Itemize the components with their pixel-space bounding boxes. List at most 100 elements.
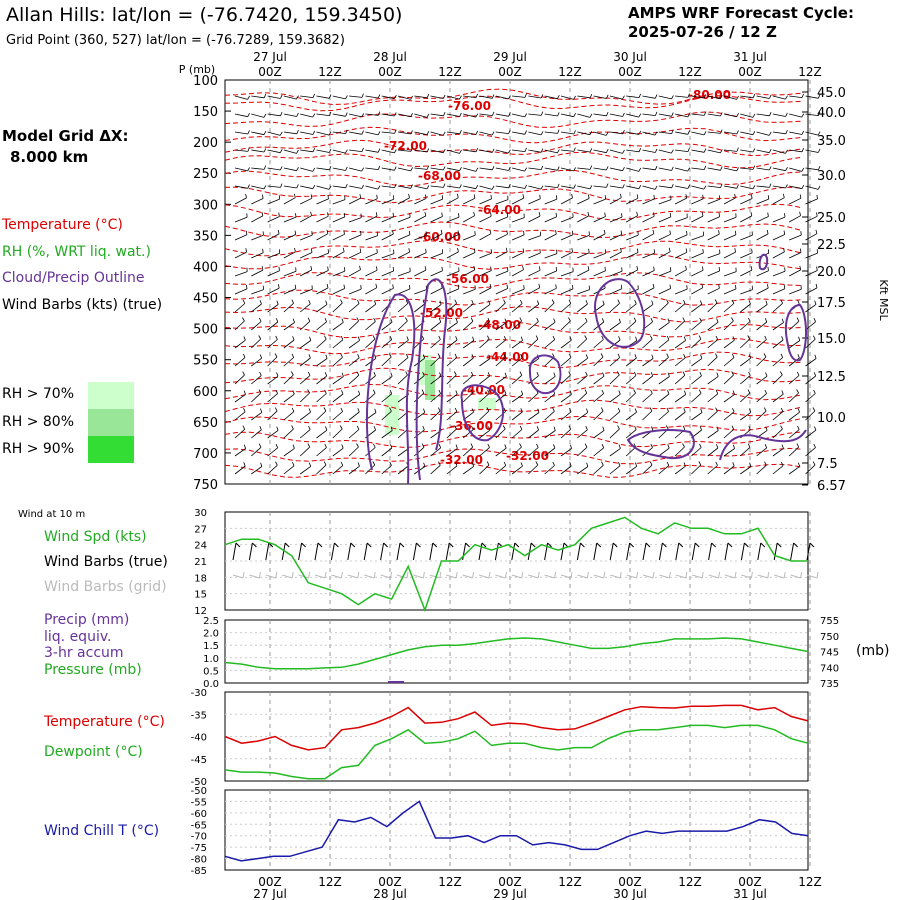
wind-barb-flag: [573, 167, 576, 172]
wind-barb-flag: [617, 425, 620, 430]
wind-barb-flag: [622, 167, 625, 171]
wind-barb: [397, 465, 409, 475]
wind-barb: [756, 149, 770, 154]
wind-barb: [805, 393, 816, 403]
isotherm-line: [224, 305, 802, 323]
wind-barb: [267, 304, 279, 313]
wind-barb-flag: [586, 408, 589, 413]
wind-barb-flag: [340, 299, 343, 304]
wind-barb: [512, 149, 526, 152]
wind-barb-flag: [373, 372, 376, 376]
wind-barb-flag: [781, 462, 784, 466]
wind-barb: [495, 216, 508, 223]
wind-barb: [544, 411, 555, 421]
wind-barb-flag: [683, 299, 686, 304]
wind-barb-flag: [634, 408, 637, 413]
wind-barb-flag: [654, 94, 658, 99]
wind-barb: [788, 446, 799, 457]
precip-y-tick-label: 2.0: [203, 629, 219, 640]
wind-barb-flag: [540, 165, 544, 170]
wind-barb-flag: [552, 461, 555, 466]
wind-barb-flag: [652, 229, 655, 234]
wind-barb: [446, 197, 459, 205]
wind-barb-flag: [752, 165, 756, 170]
wind-barb-flag: [324, 372, 328, 377]
wind-barb: [772, 270, 786, 277]
wind-barb: [707, 465, 718, 475]
wind-barb: [446, 428, 457, 439]
wind-barb: [365, 375, 376, 385]
wind-barb-flag: [405, 317, 408, 322]
wind-barb: [251, 215, 263, 223]
wind-barb-flag: [274, 407, 278, 412]
wind-barb: [348, 269, 361, 277]
wind-barb-flag: [344, 267, 346, 272]
wind-barb: [300, 185, 313, 190]
wind-barb-flag: [671, 95, 674, 100]
wind-barb: [430, 95, 444, 99]
time-tick-label-top: 12Z: [318, 65, 342, 79]
wind-barb-flag: [702, 194, 704, 199]
wind-barb-flag: [263, 148, 267, 153]
wind-barb-flag: [472, 336, 475, 341]
wind-barb: [332, 393, 344, 403]
wind-barb-flag: [245, 193, 247, 198]
wind-barb: [756, 321, 768, 331]
wind-barb-10m: [330, 542, 335, 561]
wind-barb-flag: [377, 131, 381, 136]
time-tick-label-bottom: 12Z: [558, 875, 582, 889]
wind-barb: [430, 287, 443, 295]
wind-barb: [805, 410, 816, 421]
wind-barb-grid: [724, 574, 736, 579]
wind-barb-flag: [536, 426, 539, 431]
wind-barb-flag: [259, 300, 262, 305]
isotherm-line: [224, 431, 802, 448]
wind-barb-flag: [312, 93, 315, 98]
wind-barb: [642, 252, 655, 259]
wind-barb-10m: [626, 542, 631, 561]
wind-barb: [788, 429, 800, 439]
wind-barb: [430, 252, 443, 259]
wind-barb-10m: [347, 542, 352, 561]
wind-barb: [707, 149, 721, 154]
wind-barb-flag: [682, 371, 686, 376]
wind-barb-flag: [767, 284, 769, 289]
wind-barb-flag: [263, 113, 267, 118]
wind-barb-flag: [751, 194, 753, 199]
wind-barb: [283, 374, 294, 385]
wind-barb: [609, 185, 623, 189]
wind-barb-flag: [421, 443, 425, 448]
wind-barb: [414, 131, 428, 136]
wind-barb-flag: [261, 211, 264, 216]
wind-barb-flag: [604, 266, 606, 271]
wind-barb-flag: [443, 94, 446, 99]
wind-barb: [251, 198, 264, 205]
wind-barb-flag: [557, 183, 560, 188]
wind-barb-flag: [262, 194, 264, 199]
wind-barb-flag: [275, 444, 279, 448]
wind-y-tick-label: 24: [194, 541, 207, 552]
isotherm-line: [224, 253, 802, 270]
wind-barb: [332, 131, 346, 134]
wind-barb: [626, 185, 639, 190]
wind-barb: [332, 185, 346, 189]
wind-barb-flag: [310, 265, 313, 270]
pressure-y-tick-label: 740: [820, 663, 839, 674]
wind-barb-flag: [633, 389, 636, 394]
wind-barb: [234, 394, 246, 403]
wind-barb-flag: [633, 317, 637, 322]
isotherm-label: -36.00: [450, 419, 493, 433]
wind-barb: [577, 447, 588, 457]
wind-barb-flag: [519, 317, 522, 322]
wind-barb-flag: [585, 317, 588, 322]
wind-barb: [348, 375, 360, 385]
wind-barb: [332, 233, 345, 241]
wind-barb-flag: [247, 113, 250, 117]
wind-barb: [528, 429, 539, 439]
wind-barb: [674, 340, 686, 349]
wind-barb: [446, 113, 460, 117]
wind-barb: [397, 303, 409, 313]
wind-barb: [658, 302, 669, 313]
wind-barb-grid-flag: [570, 571, 573, 579]
wind-barb: [626, 131, 640, 135]
